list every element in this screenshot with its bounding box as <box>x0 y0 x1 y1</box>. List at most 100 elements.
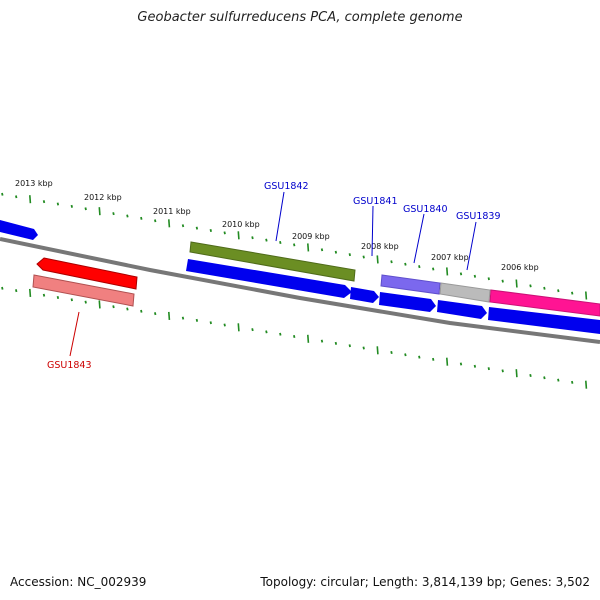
ruler-tick <box>390 350 393 355</box>
gene-label-gsu1840[interactable]: GSU1840 <box>403 204 448 215</box>
cds-gsu1841[interactable] <box>350 287 379 303</box>
gene-label-gsu1843[interactable]: GSU1843 <box>47 360 92 371</box>
ruler-tick <box>265 330 268 334</box>
genome-backbone <box>0 237 600 344</box>
ruler-tick <box>15 195 18 199</box>
ruler-tick <box>112 305 115 309</box>
ruler-tick <box>473 274 477 278</box>
ruler-tick <box>446 357 449 366</box>
ruler-tick <box>348 344 351 348</box>
ruler-label-2009: 2009 kbp <box>292 232 330 241</box>
ruler-tick <box>307 334 310 343</box>
ruler-tick <box>334 341 338 345</box>
ruler-tick <box>1 286 4 290</box>
ruler-tick <box>154 219 157 223</box>
ruler-label-2013: 2013 kbp <box>15 179 53 188</box>
ruler-tick <box>418 355 421 359</box>
leader-gsu1843 <box>69 311 80 357</box>
ruler-tick <box>529 373 532 378</box>
gene-gsu1839-bar[interactable] <box>439 282 491 303</box>
ruler-tick <box>293 243 296 247</box>
gene-label-gsu1839[interactable]: GSU1839 <box>456 211 501 222</box>
ruler-tick <box>42 200 46 204</box>
ruler-tick <box>432 357 435 361</box>
leader-gsu1841 <box>371 205 374 257</box>
ruler-tick <box>585 380 588 389</box>
gene-label-gsu1842[interactable]: GSU1842 <box>264 181 309 192</box>
ruler-tick <box>70 298 73 302</box>
ruler-label-2010: 2010 kbp <box>222 220 260 229</box>
ruler-tick <box>515 369 518 378</box>
ruler-tick <box>571 380 574 384</box>
cds-gsu1842[interactable] <box>186 259 352 298</box>
ruler-tick <box>279 332 282 336</box>
ruler-tick <box>418 265 421 269</box>
ruler-label-2006: 2006 kbp <box>501 263 539 272</box>
ruler-tick <box>98 300 101 309</box>
ruler-tick <box>29 288 32 297</box>
gene-gsu1840-bar[interactable] <box>380 274 441 295</box>
ruler-tick <box>168 311 171 320</box>
ruler-label-2012: 2012 kbp <box>84 193 122 202</box>
ruler-tick <box>320 248 324 252</box>
leader-gsu1842 <box>275 191 285 242</box>
gene-arrow-left-edge[interactable] <box>0 220 38 240</box>
ruler-tick <box>195 226 199 230</box>
gene-gsu1843-arrow[interactable] <box>36 257 138 290</box>
ruler-tick <box>487 277 490 281</box>
ruler-tick <box>515 279 518 288</box>
ruler-tick <box>376 255 379 264</box>
ruler-tick <box>181 316 185 320</box>
leader-gsu1840 <box>413 213 425 264</box>
ruler-tick <box>404 353 407 357</box>
ruler-tick <box>56 295 60 300</box>
ruler-tick <box>446 267 449 276</box>
ruler-tick <box>251 328 254 332</box>
accession-text: Accession: NC_002939 <box>10 575 147 589</box>
ruler-tick <box>154 312 157 316</box>
cds-gsu1840[interactable] <box>379 292 436 312</box>
gene-label-gsu1841[interactable]: GSU1841 <box>353 196 398 207</box>
ruler-tick <box>181 224 185 228</box>
ruler-tick <box>42 293 46 297</box>
ruler-tick <box>126 214 129 218</box>
gene-gsu1843-bar[interactable] <box>32 274 135 307</box>
leader-gsu1839 <box>466 221 477 271</box>
ruler-tick <box>126 307 129 311</box>
ruler-tick <box>362 346 365 350</box>
ruler-tick <box>487 367 490 371</box>
ruler-tick <box>571 291 574 295</box>
ruler-tick <box>223 323 226 327</box>
ruler-label-2007: 2007 kbp <box>431 253 469 262</box>
ruler-tick <box>112 212 115 216</box>
ruler-tick <box>237 323 240 332</box>
gene-gsu1842-bar[interactable] <box>189 241 356 282</box>
ruler-tick <box>1 192 4 196</box>
ruler-tick <box>432 267 435 271</box>
ruler-tick <box>459 362 463 366</box>
ruler-tick <box>293 334 296 339</box>
ruler-tick <box>140 216 143 220</box>
ruler-tick <box>543 376 546 380</box>
ruler-tick <box>223 231 226 235</box>
ruler-ticks-lower <box>1 286 588 389</box>
ruler-tick <box>251 236 254 240</box>
cds-right[interactable] <box>488 307 600 334</box>
ruler-tick <box>320 339 324 343</box>
ruler-tick <box>557 289 560 293</box>
ruler-label-2008: 2008 kbp <box>361 242 399 251</box>
cds-gsu1839[interactable] <box>437 300 487 319</box>
ruler-tick <box>209 228 212 233</box>
ruler-tick <box>56 202 60 206</box>
ruler-tick <box>390 260 393 264</box>
ruler-tick <box>334 250 338 254</box>
ruler-label-2011: 2011 kbp <box>153 207 191 216</box>
ruler-tick <box>473 364 477 368</box>
gene-magenta-bar[interactable] <box>489 289 600 317</box>
ruler-tick <box>501 369 504 373</box>
ruler-tick <box>376 346 379 355</box>
ruler-tick <box>459 272 463 276</box>
ruler-tick <box>168 219 171 228</box>
ruler-tick <box>529 284 532 288</box>
